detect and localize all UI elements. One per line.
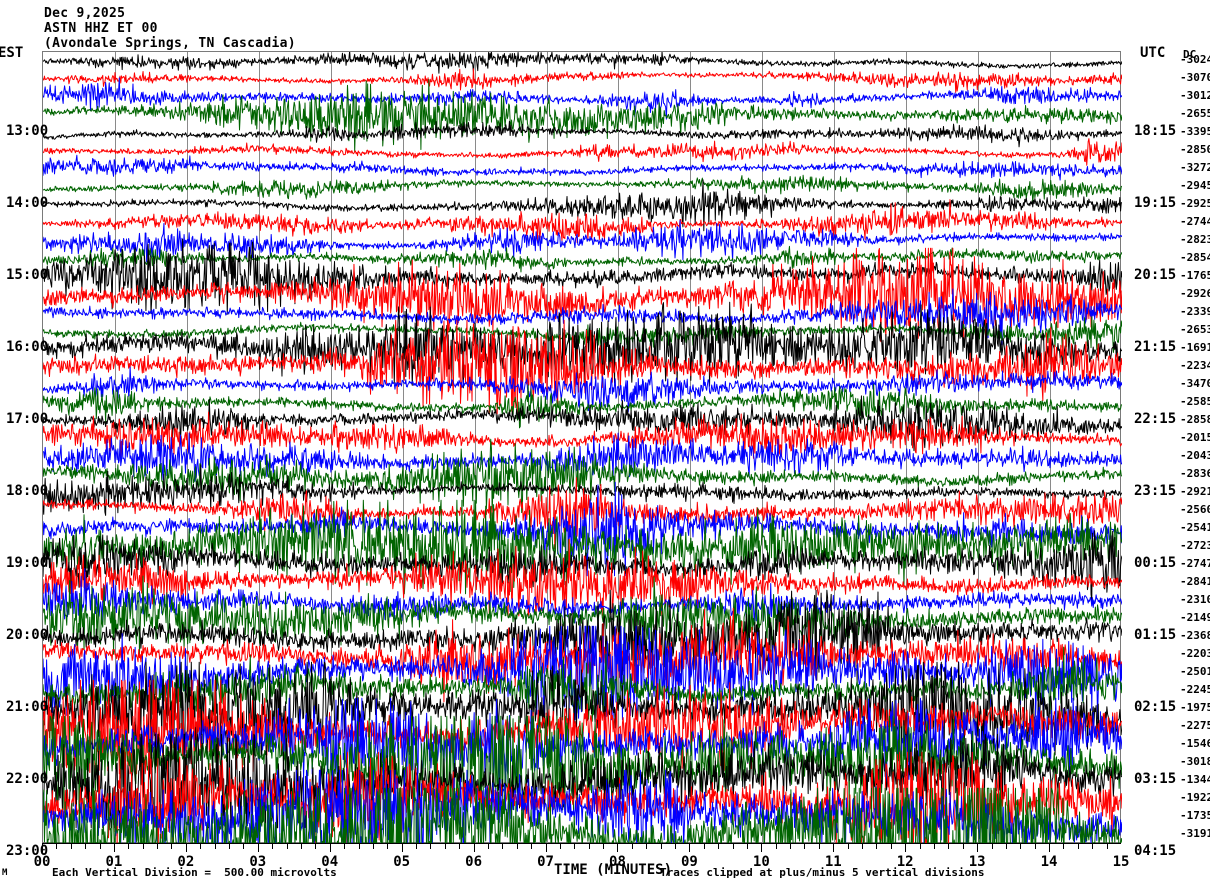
- x-axis-title: TIME (MINUTES): [554, 862, 673, 878]
- time-tick-label: 13: [968, 854, 986, 870]
- time-tick-label: 09: [680, 854, 698, 870]
- hour-label-utc-5: 23:15: [1134, 483, 1177, 499]
- header-station: ASTN HHZ ET 00: [44, 21, 158, 36]
- dc-offset-value: -2368: [1180, 629, 1210, 642]
- left-timezone-label: EST: [0, 45, 24, 61]
- dc-offset-value: -2841: [1180, 575, 1210, 588]
- time-tick-label: 07: [537, 854, 554, 870]
- time-tick-label: 12: [896, 854, 914, 870]
- plot-clip-region: [43, 52, 1122, 844]
- dc-offset-value: -1735: [1180, 809, 1210, 822]
- hour-label-est-9: 22:00: [6, 771, 49, 787]
- dc-offset-value: -2747: [1180, 557, 1210, 570]
- dc-offset-value: -1344: [1180, 773, 1210, 786]
- time-tick-label: 14: [1040, 854, 1058, 870]
- dc-offset-value: -3024: [1180, 53, 1210, 66]
- dc-offset-value: -1546: [1180, 737, 1210, 750]
- hour-label-utc-4: 22:15: [1134, 411, 1177, 427]
- dc-offset-value: -3272: [1180, 161, 1210, 174]
- time-tick-label: 11: [824, 854, 842, 870]
- hour-label-utc-3: 21:15: [1134, 339, 1177, 355]
- dc-offset-value: -2541: [1180, 521, 1210, 534]
- scale-note: Each Vertical Division = 500.00 microvol…: [52, 866, 337, 879]
- dc-offset-value: -2149: [1180, 611, 1210, 624]
- edge-marker: M: [2, 868, 8, 878]
- dc-offset-value: -2836: [1180, 467, 1210, 480]
- dc-offset-value: -1691: [1180, 341, 1210, 354]
- hour-label-est-8: 21:00: [6, 699, 49, 715]
- right-timezone-label: UTC: [1140, 45, 1166, 61]
- hour-label-est-4: 17:00: [6, 411, 49, 427]
- dc-offset-value: -2921: [1180, 485, 1210, 498]
- dc-offset-value: -2823: [1180, 233, 1210, 246]
- dc-offset-value: -2854: [1180, 251, 1210, 264]
- hour-label-est-2: 15:00: [6, 267, 49, 283]
- dc-offset-value: -2275: [1180, 719, 1210, 732]
- dc-offset-value: -2858: [1180, 413, 1210, 426]
- hour-label-utc-7: 01:15: [1134, 627, 1177, 643]
- hour-label-est-0: 13:00: [6, 123, 49, 139]
- time-tick-label: 01: [105, 854, 123, 870]
- dc-offset-value: -2925: [1180, 197, 1210, 210]
- hour-label-est-10: 23:00: [6, 843, 49, 859]
- hour-label-est-3: 16:00: [6, 339, 49, 355]
- hour-label-utc-10: 04:15: [1134, 843, 1177, 859]
- header-location: (Avondale Springs, TN Cascadia): [44, 36, 296, 51]
- dc-offset-value: -2234: [1180, 359, 1210, 372]
- time-tick-label: 15: [1112, 854, 1130, 870]
- dc-offset-value: -2560: [1180, 503, 1210, 516]
- dc-offset-value: -2015: [1180, 431, 1210, 444]
- time-tick-label: 06: [465, 854, 483, 870]
- dc-offset-value: -3470: [1180, 377, 1210, 390]
- hour-label-utc-0: 18:15: [1134, 123, 1177, 139]
- dc-offset-value: -1765: [1180, 269, 1210, 282]
- time-axis-ticks: [42, 843, 1121, 852]
- dc-offset-value: -2339: [1180, 305, 1210, 318]
- hour-label-utc-1: 19:15: [1134, 195, 1177, 211]
- dc-column-title: DC: [1183, 48, 1197, 61]
- dc-offset-value: -2926: [1180, 287, 1210, 300]
- dc-offset-value: -2655: [1180, 107, 1210, 120]
- dc-offset-value: -2501: [1180, 665, 1210, 678]
- dc-offset-value: -2043: [1180, 449, 1210, 462]
- time-tick-label: 05: [393, 854, 411, 870]
- dc-offset-value: -2585: [1180, 395, 1210, 408]
- dc-offset-value: -2723: [1180, 539, 1210, 552]
- dc-offset-value: -3018: [1180, 755, 1210, 768]
- time-tick-label: 02: [177, 854, 195, 870]
- dc-offset-value: -2203: [1180, 647, 1210, 660]
- dc-offset-value: -2310: [1180, 593, 1210, 606]
- hour-label-utc-6: 00:15: [1134, 555, 1177, 571]
- dc-offset-value: -1975: [1180, 701, 1210, 714]
- dc-offset-value: -2744: [1180, 215, 1210, 228]
- time-tick-label: 04: [321, 854, 339, 870]
- dc-offset-value: -2945: [1180, 179, 1210, 192]
- seismic-traces: [43, 52, 1122, 844]
- hour-label-est-6: 19:00: [6, 555, 49, 571]
- dc-offset-value: -1922: [1180, 791, 1210, 804]
- hour-label-est-5: 18:00: [6, 483, 49, 499]
- time-tick-label: 00: [33, 854, 51, 870]
- dc-offset-value: -2245: [1180, 683, 1210, 696]
- dc-offset-value: -3395: [1180, 125, 1210, 138]
- hour-label-utc-9: 03:15: [1134, 771, 1177, 787]
- hour-label-utc-2: 20:15: [1134, 267, 1177, 283]
- time-tick-label: 03: [249, 854, 267, 870]
- dc-offset-value: -2850: [1180, 143, 1210, 156]
- time-tick-label: 08: [609, 854, 626, 870]
- hour-label-utc-8: 02:15: [1134, 699, 1177, 715]
- helicorder-plot[interactable]: [42, 51, 1122, 844]
- dc-offset-value: -3191: [1180, 827, 1210, 840]
- time-tick-label: 10: [752, 854, 770, 870]
- dc-offset-value: -3012: [1180, 89, 1210, 102]
- clip-note: Traces clipped at plus/minus 5 vertical …: [660, 866, 985, 879]
- dc-offset-value: -2653: [1180, 323, 1210, 336]
- dc-offset-value: -3070: [1180, 71, 1210, 84]
- header-date: Dec 9,2025: [44, 6, 126, 21]
- hour-label-est-1: 14:00: [6, 195, 49, 211]
- hour-label-est-7: 20:00: [6, 627, 49, 643]
